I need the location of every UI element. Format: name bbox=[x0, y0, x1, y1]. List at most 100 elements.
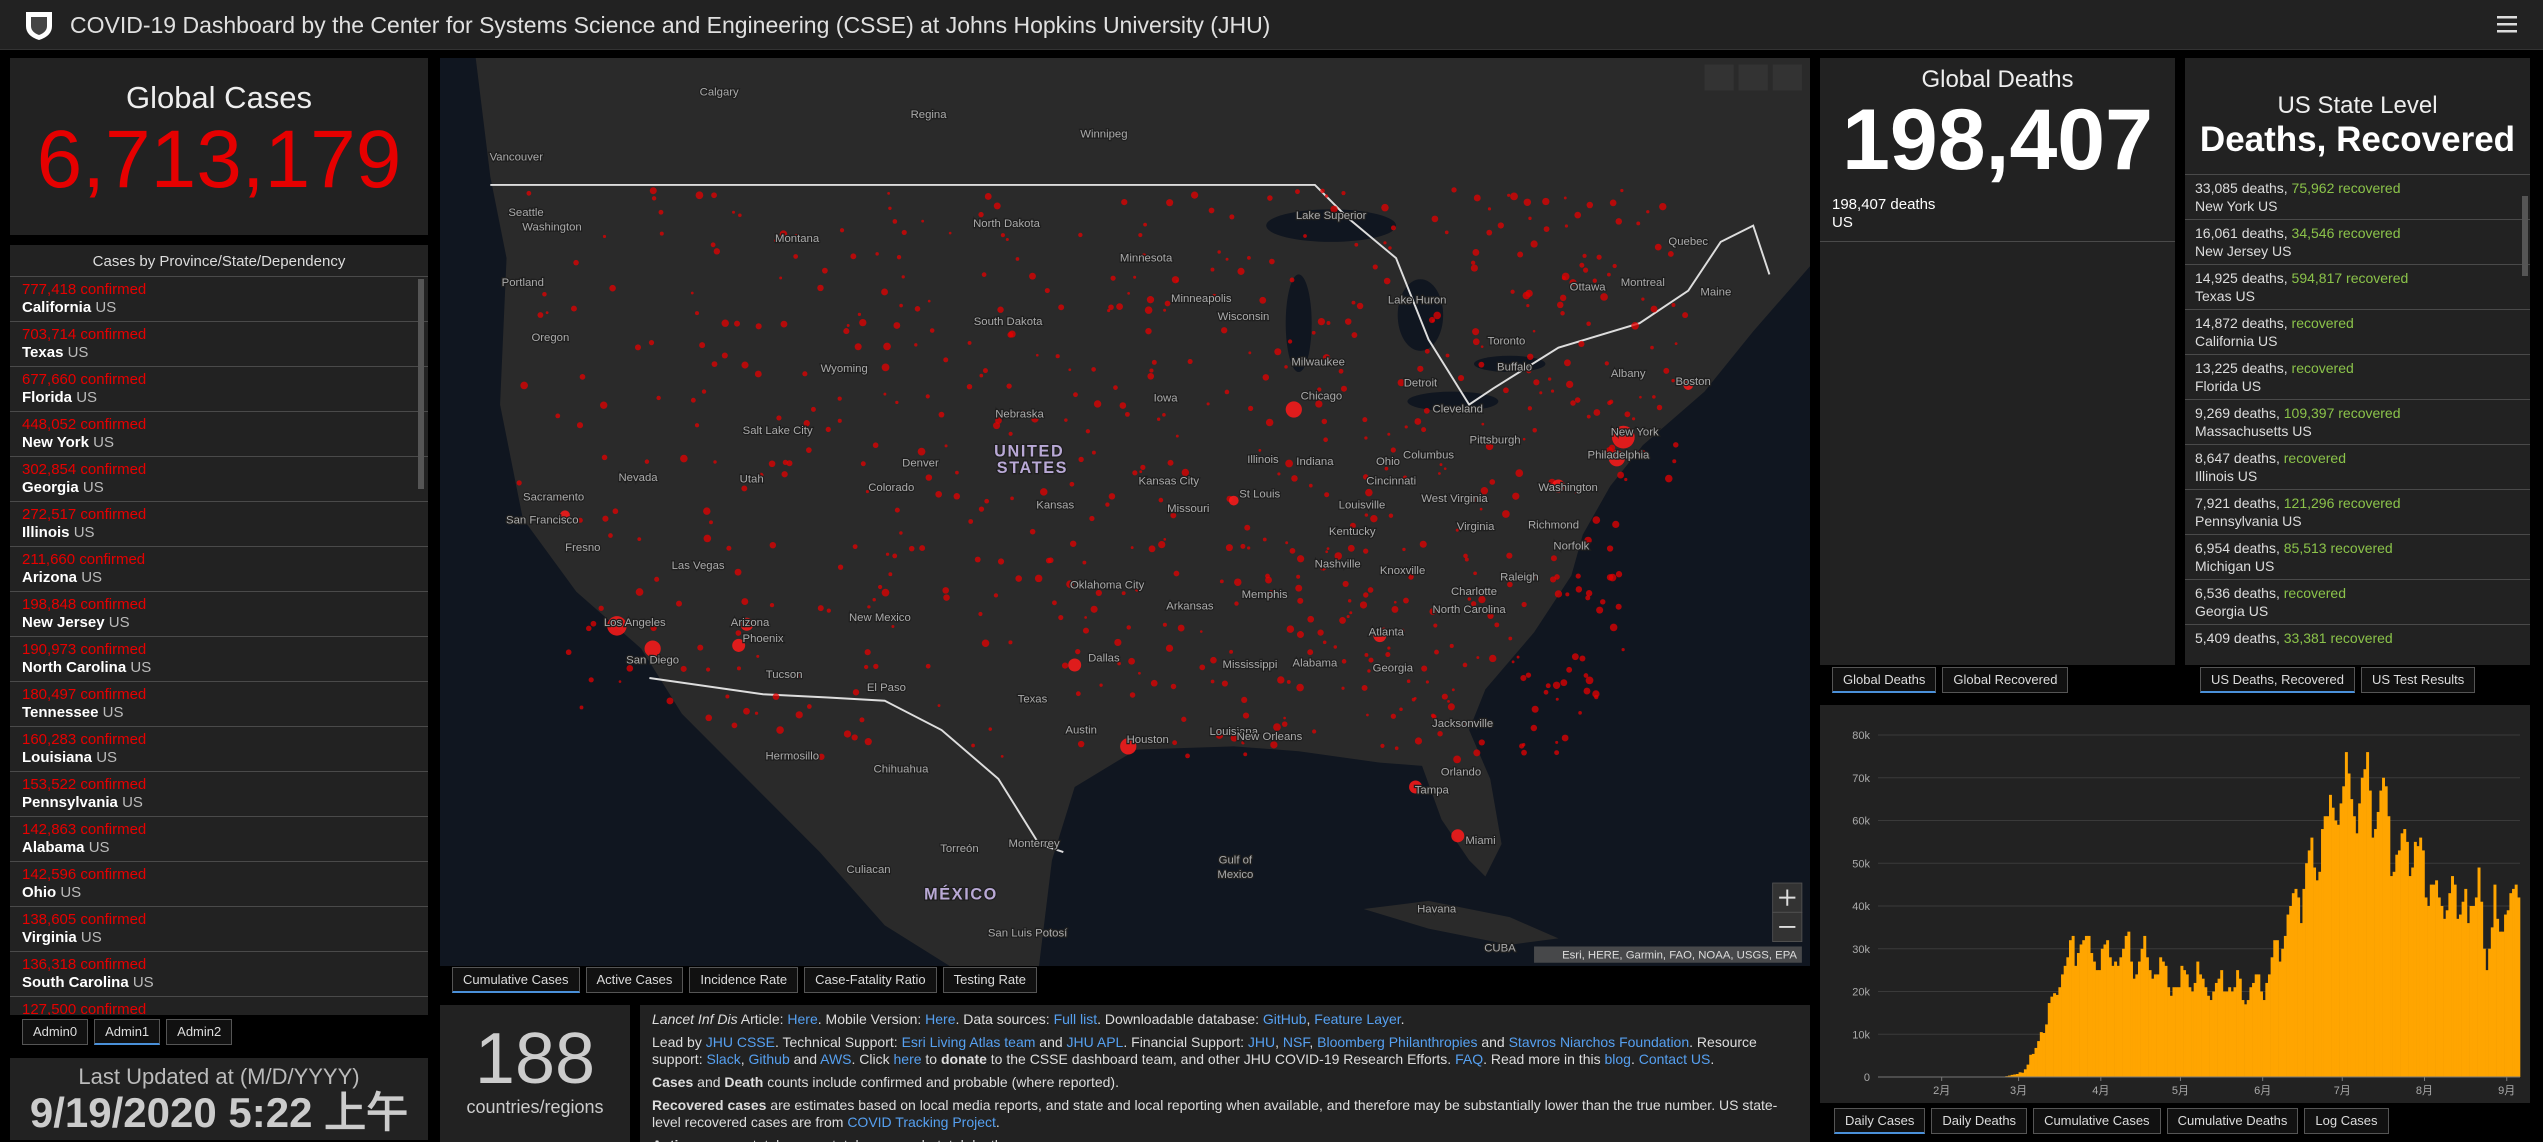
case-item[interactable]: 677,660 confirmed Florida US bbox=[10, 367, 428, 412]
link[interactable]: Esri Living Atlas team bbox=[901, 1034, 1036, 1050]
case-dot bbox=[1181, 716, 1187, 722]
tab[interactable]: Testing Rate bbox=[942, 967, 1037, 993]
map-label: New York bbox=[1611, 427, 1659, 439]
tab[interactable]: Daily Deaths bbox=[1931, 1108, 2028, 1134]
link[interactable]: Github bbox=[748, 1051, 790, 1067]
link[interactable]: here bbox=[893, 1051, 922, 1067]
us-item[interactable]: 7,921 deaths, 121,296 recovered Pennsylva… bbox=[2185, 490, 2530, 535]
link[interactable]: GitHub bbox=[1262, 1011, 1307, 1027]
link[interactable]: Slack bbox=[706, 1051, 741, 1067]
link[interactable]: JHU bbox=[1247, 1034, 1276, 1050]
link[interactable]: Feature Layer bbox=[1314, 1011, 1401, 1027]
case-dot bbox=[1061, 662, 1069, 669]
tab[interactable]: US Deaths, Recovered bbox=[2200, 667, 2355, 693]
tab[interactable]: Global Deaths bbox=[1832, 667, 1937, 693]
case-item[interactable]: 777,418 confirmed California US bbox=[10, 277, 428, 322]
case-item[interactable]: 302,854 confirmed Georgia US bbox=[10, 457, 428, 502]
basemap-button[interactable] bbox=[1772, 64, 1802, 91]
bar bbox=[2074, 965, 2078, 1077]
link[interactable]: FAQ bbox=[1455, 1051, 1484, 1067]
case-item[interactable]: 142,863 confirmed Alabama US bbox=[10, 817, 428, 862]
case-count: 703,714 bbox=[22, 326, 77, 343]
bar bbox=[2440, 906, 2444, 1077]
tab[interactable]: Admin2 bbox=[166, 1019, 233, 1045]
bar bbox=[2260, 991, 2263, 1077]
bar bbox=[2021, 1072, 2025, 1077]
case-dot bbox=[1230, 734, 1238, 742]
case-item[interactable]: 160,283 confirmed Louisiana US bbox=[10, 727, 428, 772]
tab[interactable]: Global Recovered bbox=[1942, 667, 2069, 693]
link[interactable]: NSF bbox=[1282, 1034, 1310, 1050]
tab[interactable]: Cumulative Deaths bbox=[2166, 1108, 2299, 1134]
tab[interactable]: Incidence Rate bbox=[689, 967, 799, 993]
us-item[interactable]: 6,536 deaths, recovered Georgia US bbox=[2185, 580, 2530, 625]
case-dot bbox=[1402, 547, 1406, 552]
link[interactable]: JHU APL bbox=[1066, 1034, 1124, 1050]
link[interactable]: AWS bbox=[820, 1051, 852, 1067]
us-deaths: 13,225 deaths, bbox=[2195, 360, 2288, 376]
case-item[interactable]: 211,660 confirmed Arizona US bbox=[10, 547, 428, 592]
case-dot bbox=[1550, 576, 1557, 583]
case-dot bbox=[899, 531, 903, 535]
map-label: Raleigh bbox=[1500, 571, 1538, 583]
case-item[interactable]: 198,848 confirmed New Jersey US bbox=[10, 592, 428, 637]
bar bbox=[2100, 948, 2104, 1077]
us-item[interactable]: 14,872 deaths, recovered California US bbox=[2185, 310, 2530, 355]
death-item[interactable]: 198,407 deaths US bbox=[1820, 192, 2175, 242]
bookmark-button[interactable] bbox=[1704, 64, 1734, 91]
case-item[interactable]: 448,052 confirmed New York US bbox=[10, 412, 428, 457]
map[interactable]: Calgary Regina Winnipeg Vancouver Seattle Was… bbox=[440, 58, 1810, 966]
info-text: and bbox=[1035, 1034, 1067, 1050]
case-dot bbox=[1585, 676, 1594, 685]
link[interactable]: JHU CSSE bbox=[705, 1034, 775, 1050]
tab[interactable]: Case-Fatality Ratio bbox=[804, 967, 937, 993]
tab[interactable]: Active Cases bbox=[585, 967, 684, 993]
us-item[interactable]: 13,225 deaths, recovered Florida US bbox=[2185, 355, 2530, 400]
case-item[interactable]: 703,714 confirmed Texas US bbox=[10, 322, 428, 367]
case-dot bbox=[694, 423, 700, 428]
bar bbox=[2472, 906, 2476, 1077]
tab[interactable]: Log Cases bbox=[2304, 1108, 2389, 1134]
link[interactable]: Here bbox=[787, 1011, 818, 1027]
case-dot bbox=[769, 541, 777, 549]
case-dot bbox=[609, 284, 616, 292]
link[interactable]: COVID Tracking Project bbox=[847, 1114, 996, 1130]
case-item[interactable]: 190,973 confirmed North Carolina US bbox=[10, 637, 428, 682]
case-item[interactable]: 272,517 confirmed Illinois US bbox=[10, 502, 428, 547]
tab[interactable]: Daily Cases bbox=[1834, 1108, 1926, 1134]
info-text: . Mobile Version: bbox=[817, 1011, 926, 1027]
case-dot bbox=[1069, 481, 1075, 487]
case-item[interactable]: 127,500 confirmed bbox=[10, 997, 428, 1015]
us-item[interactable]: 16,061 deaths, 34,546 recovered New Jerse… bbox=[2185, 220, 2530, 265]
link[interactable]: Stavros Niarchos Foundation bbox=[1508, 1034, 1690, 1050]
us-item[interactable]: 14,925 deaths, 594,817 recovered Texas US bbox=[2185, 265, 2530, 310]
menu-icon[interactable] bbox=[2497, 14, 2519, 34]
case-item[interactable]: 136,318 confirmed South Carolina US bbox=[10, 952, 428, 997]
link[interactable]: Here bbox=[925, 1011, 956, 1027]
case-item[interactable]: 142,596 confirmed Ohio US bbox=[10, 862, 428, 907]
case-item[interactable]: 138,605 confirmed Virginia US bbox=[10, 907, 428, 952]
tab[interactable]: Cumulative Cases bbox=[2033, 1108, 2161, 1134]
link[interactable]: blog bbox=[1604, 1051, 1631, 1067]
link[interactable]: Contact US bbox=[1638, 1051, 1711, 1067]
link[interactable]: Full list bbox=[1053, 1011, 1098, 1027]
tab[interactable]: US Test Results bbox=[2360, 667, 2476, 693]
us-item[interactable]: 33,085 deaths, 75,962 recovered New York … bbox=[2185, 175, 2530, 220]
map-label: Knoxville bbox=[1380, 565, 1425, 577]
case-item[interactable]: 153,522 confirmed Pennsylvania US bbox=[10, 772, 428, 817]
case-dot bbox=[1162, 622, 1167, 627]
tab[interactable]: Admin0 bbox=[22, 1019, 89, 1045]
us-item[interactable]: 9,269 deaths, 109,397 recovered Massachus… bbox=[2185, 400, 2530, 445]
tab[interactable]: Cumulative Cases bbox=[452, 967, 580, 993]
us-item[interactable]: 8,647 deaths, recovered Illinois US bbox=[2185, 445, 2530, 490]
case-dot bbox=[1082, 627, 1089, 634]
bar bbox=[2175, 987, 2179, 1077]
tab[interactable]: Admin1 bbox=[94, 1019, 161, 1045]
case-dot bbox=[1403, 597, 1409, 604]
us-item[interactable]: 6,954 deaths, 85,513 recovered Michigan U… bbox=[2185, 535, 2530, 580]
us-item[interactable]: 5,409 deaths, 33,381 recovered bbox=[2185, 625, 2530, 665]
link[interactable]: Bloomberg Philanthropies bbox=[1317, 1034, 1478, 1050]
case-item[interactable]: 180,497 confirmed Tennessee US bbox=[10, 682, 428, 727]
list-button[interactable] bbox=[1738, 64, 1768, 91]
case-dot bbox=[1347, 599, 1352, 603]
